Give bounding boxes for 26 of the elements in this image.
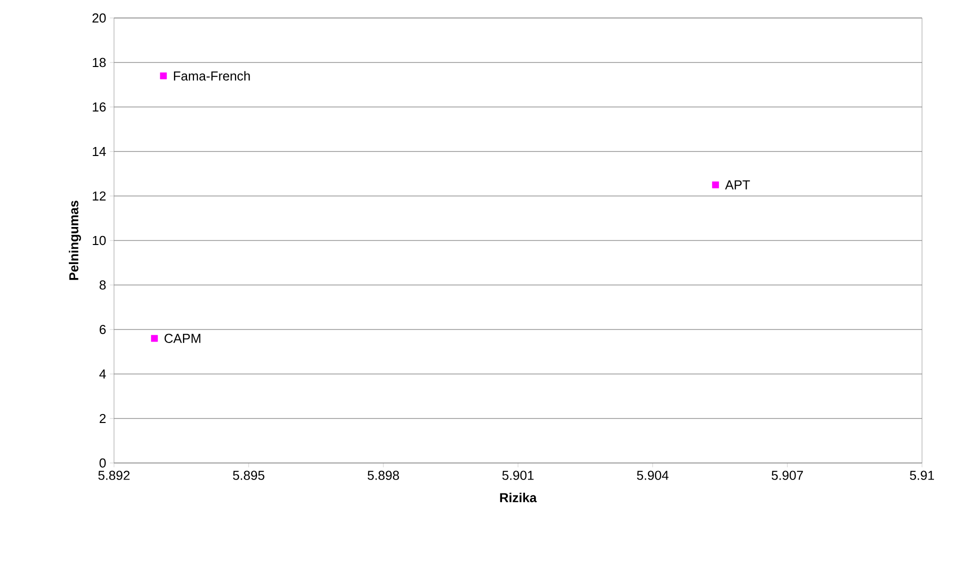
y-axis-title: Pelningumas	[68, 200, 81, 280]
y-tick-label: 4	[99, 370, 106, 378]
y-tick-label: 6	[100, 324, 106, 334]
y-tick-label: 14	[92, 147, 106, 156]
point	[712, 181, 719, 188]
annotation: Fama-French	[174, 71, 250, 81]
y-tick-label: 16	[92, 102, 106, 112]
y-tick-label: 12	[92, 191, 106, 201]
point	[160, 72, 167, 80]
x-tick-label: 5.904	[636, 470, 669, 480]
y-tick-label: 8	[100, 280, 106, 290]
y-tick-label: 18	[92, 58, 106, 68]
x-tick-label: 5.898	[368, 470, 399, 480]
y-tick-label: 20	[92, 13, 106, 23]
x-tick-label: 5.895	[232, 470, 264, 480]
annotation: APT	[725, 180, 750, 190]
x-axis-title: Rizika	[500, 492, 537, 502]
y-tick-label: 2	[100, 414, 106, 424]
x-tick-label: 5.91	[910, 470, 934, 480]
y-tick-label: 10	[92, 236, 106, 246]
annotation: CAPM	[164, 334, 200, 343]
x-tick-label: 5.907	[772, 470, 803, 480]
point	[151, 334, 158, 342]
x-tick-label: 5.901	[502, 470, 534, 480]
y-tick-label: 0	[100, 458, 106, 468]
x-tick-label: 5.892	[98, 470, 130, 480]
